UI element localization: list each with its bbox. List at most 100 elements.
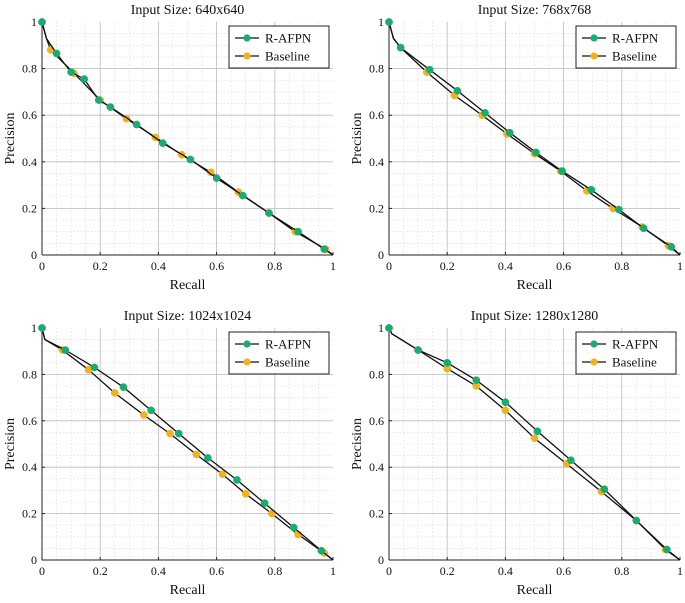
r-afpn-point xyxy=(119,383,128,392)
r-afpn-point xyxy=(204,454,212,462)
legend-marker-r-afpn xyxy=(243,340,251,348)
r-afpn-point xyxy=(61,346,70,354)
x-tick-label: 0.2 xyxy=(93,259,108,273)
legend-box xyxy=(228,25,330,69)
r-afpn-point xyxy=(80,75,89,83)
y-tick-label: 0.2 xyxy=(369,201,384,215)
r-afpn-point xyxy=(158,139,167,148)
legend-marker-r-afpn xyxy=(590,34,598,42)
legend-marker-baseline xyxy=(590,52,598,60)
r-afpn-point xyxy=(132,120,141,129)
x-tick-label: 0 xyxy=(39,564,45,578)
chart-title: Input Size: 1280x1280 xyxy=(471,309,599,324)
r-afpn-point xyxy=(238,191,247,200)
x-tick-label: 0.8 xyxy=(614,564,629,578)
r-afpn-point xyxy=(147,406,155,415)
legend-box xyxy=(228,331,330,375)
legend: R-AFPN Baseline xyxy=(575,25,677,69)
y-tick-label: 0.2 xyxy=(22,201,37,215)
legend-label-r-afpn: R-AFPN xyxy=(265,31,312,46)
chart-title: Input Size: 768x768 xyxy=(478,3,592,18)
baseline-point xyxy=(140,411,148,419)
x-tick-label: 0.2 xyxy=(440,259,455,273)
panel-640: 0 0.2 0.4 0.6 0.8 1 0 0.2 0.4 0.6 0.8 1 Input Size: … xyxy=(3,3,336,293)
y-tick-label: 1 xyxy=(31,321,37,335)
r-afpn-line xyxy=(388,327,681,561)
r-afpn-point xyxy=(317,546,326,555)
legend-label-baseline: Baseline xyxy=(265,49,310,64)
legend: R-AFPN Baseline xyxy=(228,25,330,69)
y-tick-label: 0.8 xyxy=(22,367,37,381)
panel-1024: 0 0.2 0.4 0.6 0.8 1 0 0.2 0.4 0.6 0.8 1 Input Size: … xyxy=(3,309,336,598)
r-afpn-point xyxy=(632,516,641,525)
legend-label-baseline: Baseline xyxy=(612,49,657,64)
panel-768: 0 0.2 0.4 0.6 0.8 1 0 0.2 0.4 0.6 0.8 1 Input Size: … xyxy=(350,3,683,293)
y-axis-label: Precision xyxy=(3,418,18,470)
r-afpn-point xyxy=(67,68,75,76)
y-tick-label: 0.6 xyxy=(369,414,384,428)
x-tick-label: 0.2 xyxy=(440,564,455,578)
x-tick-label: 0.4 xyxy=(498,564,513,578)
y-tick-label: 0.8 xyxy=(22,62,37,76)
r-afpn-point xyxy=(501,398,510,407)
y-tick-label: 0.8 xyxy=(369,62,384,76)
r-afpn-point xyxy=(320,245,329,254)
r-afpn-point xyxy=(294,227,302,236)
y-tick-label: 0.6 xyxy=(369,108,384,122)
r-afpn-point xyxy=(94,96,103,104)
y-tick-label: 0.4 xyxy=(369,460,384,474)
r-afpn-point xyxy=(385,324,393,332)
legend-label-r-afpn: R-AFPN xyxy=(612,31,659,46)
legend: R-AFPN Baseline xyxy=(575,331,677,375)
r-afpn-point xyxy=(186,155,195,164)
x-tick-label: 0.2 xyxy=(93,564,108,578)
y-tick-label: 0 xyxy=(31,248,37,262)
r-afpn-point xyxy=(481,109,489,117)
panel-1280: 0 0.2 0.4 0.6 0.8 1 0 0.2 0.4 0.6 0.8 1 Input Size: … xyxy=(350,309,683,598)
r-afpn-point xyxy=(385,18,393,26)
legend-marker-baseline xyxy=(243,52,251,60)
y-tick-label: 0.8 xyxy=(369,367,384,381)
legend-marker-baseline xyxy=(243,358,251,366)
r-afpn-point xyxy=(52,49,61,58)
x-tick-label: 0.6 xyxy=(556,564,571,578)
r-afpn-point xyxy=(558,167,566,175)
x-tick-label: 0.6 xyxy=(209,564,224,578)
r-afpn-point xyxy=(90,363,99,372)
x-tick-label: 0 xyxy=(386,259,392,273)
legend-label-r-afpn: R-AFPN xyxy=(612,337,659,352)
y-tick-label: 0.2 xyxy=(22,507,37,521)
r-afpn-point xyxy=(472,376,481,385)
legend-label-r-afpn: R-AFPN xyxy=(265,337,312,352)
r-afpn-point xyxy=(639,224,648,233)
r-afpn-point xyxy=(212,174,221,182)
baseline-point xyxy=(166,429,174,438)
r-afpn-point xyxy=(425,65,434,74)
x-tick-label: 0.4 xyxy=(151,259,166,273)
y-tick-label: 1 xyxy=(378,15,384,29)
y-tick-label: 1 xyxy=(378,321,384,335)
r-afpn-point xyxy=(532,148,540,157)
r-afpn-point xyxy=(453,86,462,95)
r-afpn-point xyxy=(38,18,46,26)
r-afpn-point xyxy=(587,185,596,194)
y-axis-label: Precision xyxy=(350,418,365,470)
legend-marker-baseline xyxy=(590,358,598,366)
x-axis-label: Recall xyxy=(170,583,206,598)
r-afpn-point xyxy=(265,209,273,217)
x-tick-label: 0.4 xyxy=(498,259,513,273)
baseline-point xyxy=(241,490,250,498)
y-tick-label: 0.4 xyxy=(22,460,37,474)
y-tick-label: 0 xyxy=(31,553,37,567)
baseline-point xyxy=(530,434,539,443)
x-tick-label: 0.4 xyxy=(151,564,166,578)
r-afpn-line xyxy=(388,21,681,256)
x-tick-label: 0 xyxy=(39,259,45,273)
x-tick-label: 1 xyxy=(677,259,683,273)
legend-box xyxy=(575,331,677,375)
r-afpn-point xyxy=(260,499,269,508)
y-tick-label: 0 xyxy=(378,553,384,567)
baseline-point xyxy=(192,450,201,459)
r-afpn-point xyxy=(533,427,542,436)
